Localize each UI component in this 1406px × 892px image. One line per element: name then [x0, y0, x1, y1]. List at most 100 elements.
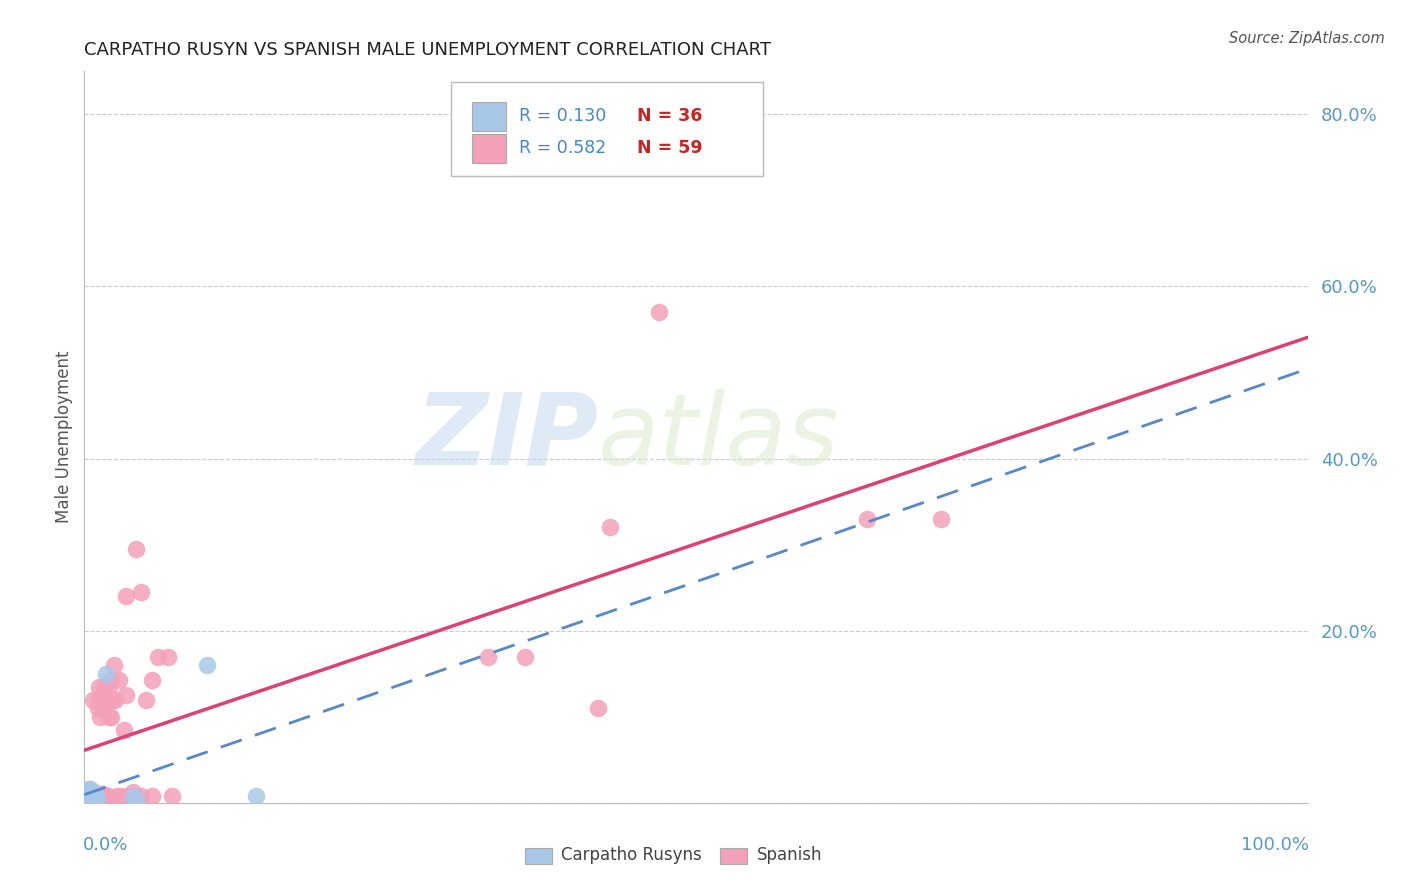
Y-axis label: Male Unemployment: Male Unemployment — [55, 351, 73, 524]
Point — [93, 680, 115, 694]
Point — [929, 512, 952, 526]
Point — [82, 790, 104, 805]
Point — [77, 787, 100, 801]
Point — [100, 673, 122, 687]
Point — [87, 789, 110, 803]
Point — [82, 692, 104, 706]
Bar — [524, 848, 551, 864]
Point — [77, 784, 100, 798]
Point — [477, 649, 499, 664]
Point — [648, 305, 671, 319]
Point — [79, 787, 101, 801]
Bar — [720, 848, 748, 864]
Point — [96, 789, 118, 803]
Point — [77, 789, 100, 803]
Text: Source: ZipAtlas.com: Source: ZipAtlas.com — [1229, 31, 1385, 46]
Point — [77, 789, 100, 804]
Point — [112, 723, 135, 737]
Point — [125, 793, 148, 807]
Text: CARPATHO RUSYN VS SPANISH MALE UNEMPLOYMENT CORRELATION CHART: CARPATHO RUSYN VS SPANISH MALE UNEMPLOYM… — [84, 41, 772, 59]
Point — [87, 701, 110, 715]
Point — [110, 789, 132, 803]
Point — [91, 701, 114, 715]
Point — [77, 783, 100, 797]
Point — [84, 789, 107, 803]
Point — [80, 790, 103, 805]
Text: Spanish: Spanish — [758, 846, 823, 863]
Point — [86, 790, 108, 805]
Point — [77, 793, 100, 807]
Point — [79, 787, 101, 801]
Point — [162, 789, 184, 803]
Text: 100.0%: 100.0% — [1241, 836, 1309, 854]
Point — [80, 790, 103, 805]
Point — [79, 784, 101, 798]
Point — [125, 541, 148, 556]
Text: ZIP: ZIP — [415, 389, 598, 485]
Point — [91, 787, 114, 801]
Point — [115, 589, 138, 603]
Point — [156, 649, 179, 664]
Bar — [472, 134, 506, 162]
Point — [97, 680, 120, 694]
Point — [586, 701, 609, 715]
Point — [79, 790, 101, 805]
Text: R = 0.130: R = 0.130 — [519, 107, 606, 125]
Point — [77, 782, 100, 797]
Point — [96, 666, 118, 681]
Point — [513, 649, 536, 664]
Point — [103, 658, 125, 673]
Point — [93, 789, 115, 803]
Point — [599, 520, 621, 534]
Text: Carpatho Rusyns: Carpatho Rusyns — [561, 846, 702, 863]
Point — [82, 787, 104, 801]
Point — [77, 789, 100, 803]
Point — [82, 789, 104, 803]
Point — [80, 787, 103, 801]
Point — [129, 789, 152, 803]
Point — [77, 789, 100, 803]
Point — [97, 710, 120, 724]
Point — [77, 789, 100, 804]
Point — [141, 789, 163, 803]
Point — [107, 673, 129, 687]
Point — [90, 787, 112, 801]
Point — [79, 792, 101, 806]
Point — [146, 649, 169, 664]
Text: 0.0%: 0.0% — [83, 836, 128, 854]
Point — [83, 789, 105, 804]
Point — [101, 692, 124, 706]
Point — [97, 789, 120, 803]
Point — [96, 688, 118, 702]
Point — [195, 658, 218, 673]
Text: R = 0.582: R = 0.582 — [519, 139, 606, 157]
Point — [77, 787, 100, 801]
Point — [117, 789, 139, 803]
Point — [141, 673, 163, 687]
Point — [122, 785, 145, 799]
Point — [77, 790, 100, 805]
Point — [89, 789, 111, 803]
Point — [76, 792, 98, 806]
Point — [100, 710, 122, 724]
Point — [87, 680, 110, 694]
Text: N = 36: N = 36 — [637, 107, 703, 125]
Point — [90, 789, 112, 803]
Point — [79, 789, 101, 803]
Point — [89, 710, 111, 724]
FancyBboxPatch shape — [451, 82, 763, 176]
Point — [84, 787, 107, 801]
Point — [135, 692, 157, 706]
Point — [129, 585, 152, 599]
Point — [86, 791, 108, 805]
Point — [83, 785, 105, 799]
Text: N = 59: N = 59 — [637, 139, 703, 157]
Point — [115, 688, 138, 702]
Point — [122, 789, 145, 803]
Point — [77, 791, 100, 805]
Text: atlas: atlas — [598, 389, 839, 485]
Point — [79, 782, 101, 797]
Point — [80, 787, 103, 801]
Point — [77, 792, 100, 806]
Point — [83, 787, 105, 801]
